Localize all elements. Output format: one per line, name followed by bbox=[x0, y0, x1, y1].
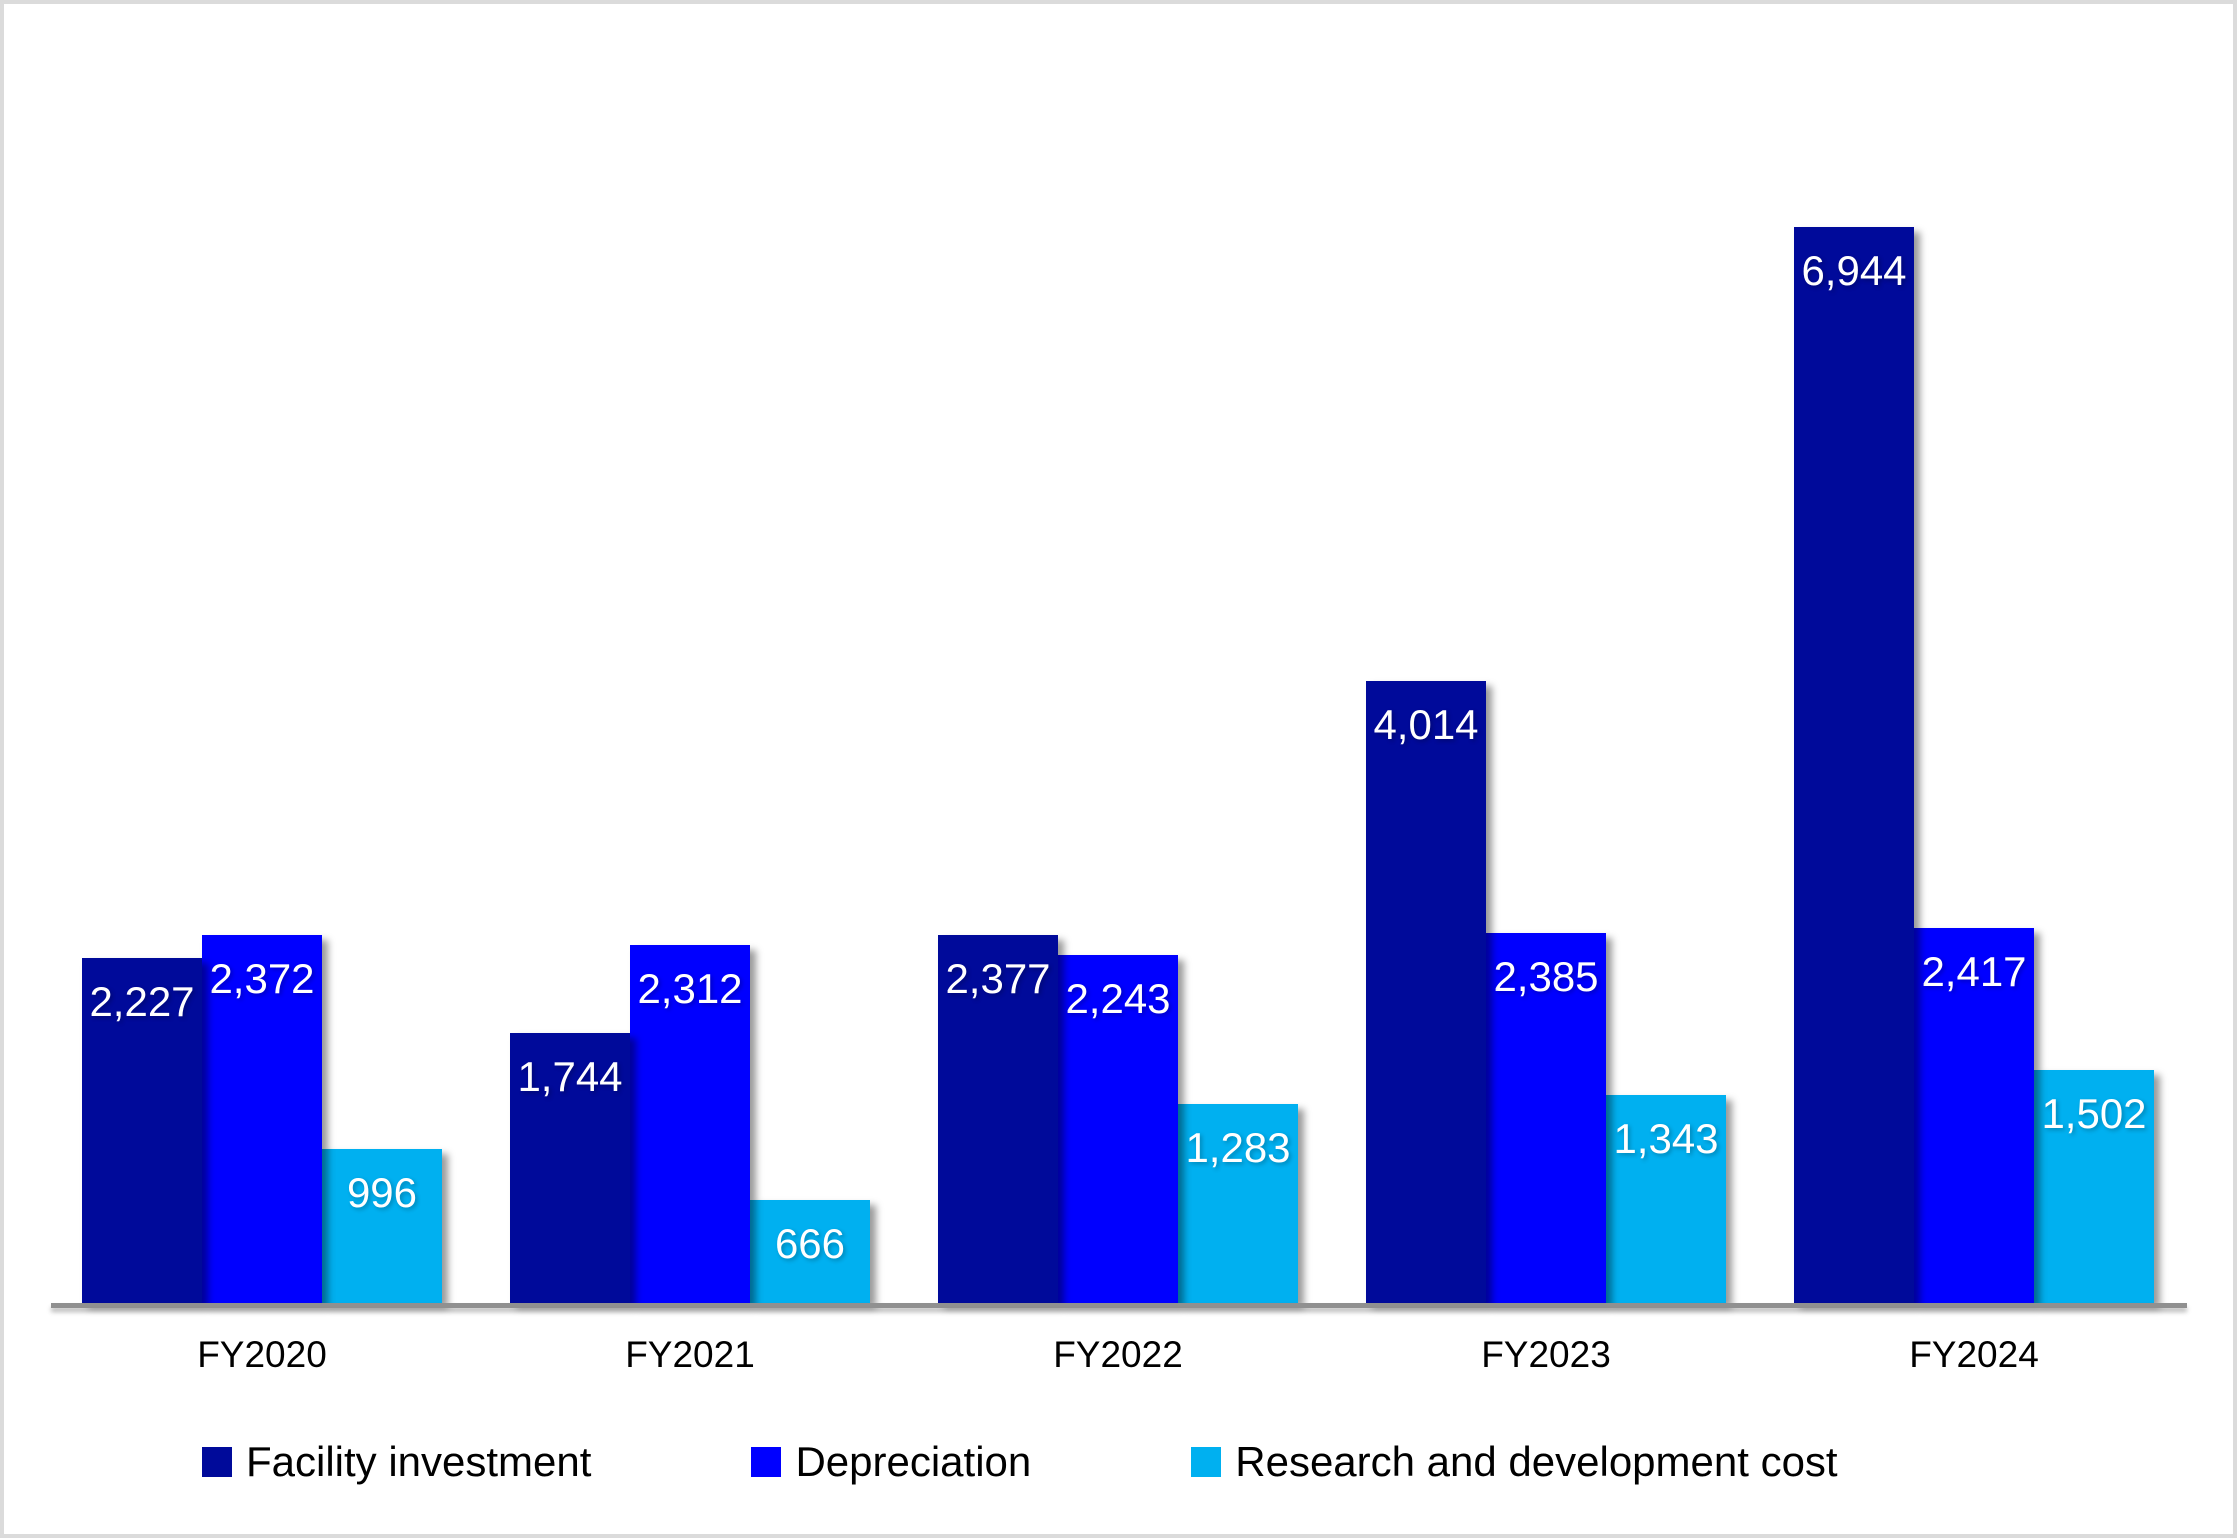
data-label: 6,944 bbox=[1801, 247, 1907, 294]
legend-swatch-icon bbox=[751, 1447, 782, 1477]
data-label: 2,372 bbox=[209, 955, 315, 1002]
bar-depreciation-fy2020: 2,372 bbox=[202, 935, 322, 1303]
x-tick-label-fy2022: FY2022 bbox=[1053, 1334, 1183, 1375]
data-label: 996 bbox=[346, 1169, 418, 1216]
bar-facility-investment-fy2021: 1,744 bbox=[510, 1033, 630, 1303]
legend-swatch-icon bbox=[1191, 1447, 1222, 1477]
bar-research-and-development-cost-fy2021: 666 bbox=[750, 1200, 870, 1303]
legend: Facility investment Depreciation Research … bbox=[202, 1438, 1838, 1486]
legend-label: Facility investment bbox=[246, 1438, 592, 1485]
legend-swatch-icon bbox=[202, 1447, 232, 1477]
data-label: 2,243 bbox=[1065, 975, 1171, 1022]
x-axis-line bbox=[51, 1303, 2187, 1308]
legend-item-research-and-development-cost: Research and development cost bbox=[1191, 1438, 1838, 1486]
bar-research-and-development-cost-fy2024: 1,502 bbox=[2034, 1070, 2154, 1303]
bar-depreciation-fy2021: 2,312 bbox=[630, 945, 750, 1303]
bar-depreciation-fy2023: 2,385 bbox=[1486, 933, 1606, 1303]
bar-research-and-development-cost-fy2022: 1,283 bbox=[1178, 1104, 1298, 1303]
data-label: 2,417 bbox=[1921, 948, 2027, 995]
bar-facility-investment-fy2023: 4,014 bbox=[1366, 681, 1486, 1303]
x-tick-label-fy2023: FY2023 bbox=[1481, 1334, 1611, 1375]
bar-research-and-development-cost-fy2020: 996 bbox=[322, 1149, 442, 1303]
data-label: 2,227 bbox=[89, 978, 195, 1025]
bar-depreciation-fy2024: 2,417 bbox=[1914, 928, 2034, 1303]
legend-item-facility-investment: Facility investment bbox=[202, 1438, 591, 1486]
data-label: 2,312 bbox=[637, 965, 743, 1012]
legend-label: Depreciation bbox=[795, 1438, 1032, 1485]
bar-facility-investment-fy2024: 6,944 bbox=[1794, 227, 1914, 1303]
data-label: 2,377 bbox=[945, 955, 1051, 1002]
x-tick-label-fy2020: FY2020 bbox=[197, 1334, 327, 1375]
bar-facility-investment-fy2020: 2,227 bbox=[82, 958, 202, 1303]
data-label: 666 bbox=[774, 1220, 846, 1267]
bar-facility-investment-fy2022: 2,377 bbox=[938, 935, 1058, 1303]
bar-research-and-development-cost-fy2023: 1,343 bbox=[1606, 1095, 1726, 1303]
data-label: 2,385 bbox=[1493, 953, 1599, 1000]
data-label: 1,502 bbox=[2041, 1090, 2147, 1137]
data-label: 4,014 bbox=[1373, 701, 1479, 748]
data-label: 1,283 bbox=[1185, 1124, 1291, 1171]
legend-label: Research and development cost bbox=[1235, 1438, 1838, 1485]
data-label: 1,744 bbox=[517, 1053, 623, 1100]
legend-item-depreciation: Depreciation bbox=[751, 1438, 1031, 1486]
bar-depreciation-fy2022: 2,243 bbox=[1058, 955, 1178, 1303]
x-tick-label-fy2024: FY2024 bbox=[1909, 1334, 2039, 1375]
x-tick-label-fy2021: FY2021 bbox=[625, 1334, 755, 1375]
data-label: 1,343 bbox=[1613, 1115, 1719, 1162]
